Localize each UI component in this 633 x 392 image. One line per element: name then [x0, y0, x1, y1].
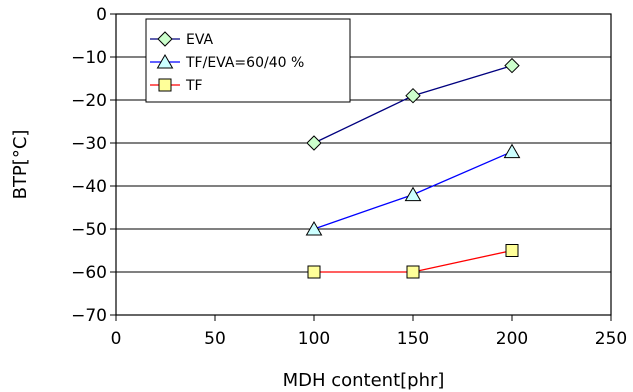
legend-marker: [157, 31, 173, 47]
legend-box: [145, 18, 351, 103]
y-tick-label: −10: [71, 48, 107, 68]
data-point: [306, 135, 322, 151]
x-tick-label: 100: [298, 329, 330, 349]
data-point: [307, 265, 321, 279]
y-tick-label: −50: [71, 220, 107, 240]
plot-area: [115, 13, 612, 316]
x-tick-label: 200: [496, 329, 528, 349]
y-tick-label: −30: [71, 134, 107, 154]
y-tick-label: −60: [71, 263, 107, 283]
data-point: [503, 143, 521, 159]
legend: EVA TF/EVA=60/40 % TF: [145, 18, 351, 103]
legend-entry: EVA: [150, 31, 214, 48]
tick-layer: 0−10−20−30−40−50−60−700 50 100 150 200 250: [71, 5, 627, 349]
legend-entry: TF/EVA=60/40 %: [150, 53, 304, 71]
y-axis-title: BTP[°C]: [10, 130, 31, 200]
x-tick-label: 150: [397, 329, 429, 349]
y-tick-label: −40: [71, 177, 107, 197]
x-axis-title: MDH content[phr]: [283, 370, 445, 391]
legend-entry: TF: [150, 78, 203, 94]
data-point: [404, 186, 422, 202]
x-tick-label: 50: [204, 329, 226, 349]
x-tick-label: 250: [595, 329, 627, 349]
data-point: [305, 220, 323, 236]
series-layer: [305, 57, 521, 279]
series-triangle: [305, 143, 521, 236]
y-tick-label: −70: [71, 306, 107, 326]
data-point: [504, 57, 520, 74]
data-point: [406, 265, 420, 279]
series-diamond: [306, 57, 520, 151]
legend-marker: [158, 78, 172, 92]
data-point: [405, 87, 421, 104]
legend-label: TF: [185, 78, 203, 94]
legend-label: TF/EVA=60/40 %: [185, 55, 304, 71]
data-point: [505, 244, 519, 257]
y-tick-label: 0: [96, 5, 107, 25]
legend-label: EVA: [186, 32, 214, 48]
y-tick-label: −20: [71, 91, 107, 111]
x-tick-label: 0: [111, 329, 122, 349]
legend-marker: [156, 53, 174, 69]
series-square: [307, 244, 519, 279]
